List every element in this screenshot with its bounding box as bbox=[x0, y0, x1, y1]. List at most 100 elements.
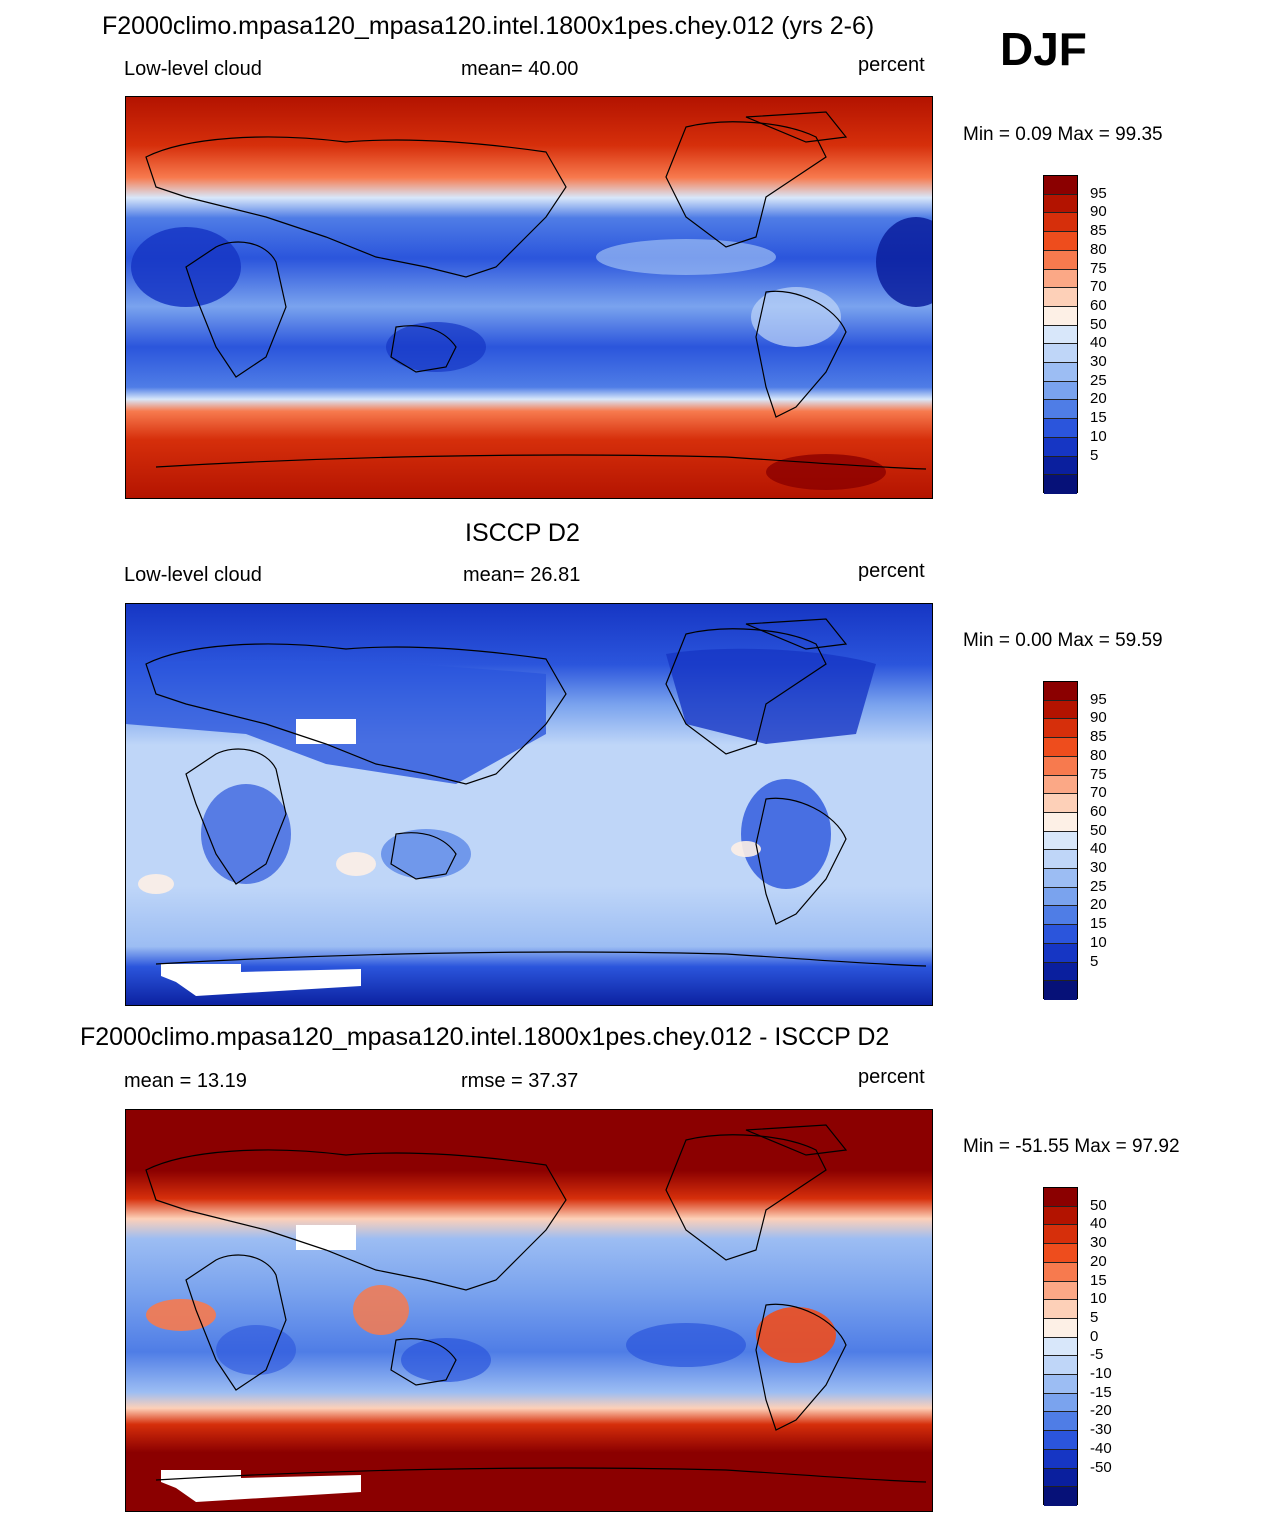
colorbar-label: 70 bbox=[1090, 784, 1107, 802]
colorbar-segment bbox=[1044, 700, 1077, 720]
colorbar-label: 60 bbox=[1090, 802, 1107, 820]
colorbar-segment bbox=[1044, 981, 1077, 1000]
colorbar-segment bbox=[1044, 1375, 1077, 1394]
colorbar-segment bbox=[1044, 306, 1077, 326]
colorbar-segment bbox=[1044, 925, 1077, 944]
colorbar-label: 90 bbox=[1090, 203, 1107, 221]
colorbar-label: 15 bbox=[1090, 915, 1107, 933]
colorbar-label: 20 bbox=[1090, 390, 1107, 408]
colorbar-segment bbox=[1044, 812, 1077, 832]
colorbar-segment bbox=[1044, 943, 1077, 963]
panel1-minmax: Min = 0.09 Max = 99.35 bbox=[963, 124, 1163, 145]
panel1-variable-label: Low-level cloud bbox=[124, 58, 262, 80]
colorbar-segment bbox=[1044, 1431, 1077, 1450]
colorbar-segment bbox=[1044, 738, 1077, 757]
panel3-title: F2000climo.mpasa120_mpasa120.intel.1800x… bbox=[80, 1023, 890, 1051]
panel2-variable-label: Low-level cloud bbox=[124, 564, 262, 586]
panel1-colorbar bbox=[1043, 175, 1078, 494]
colorbar-segment bbox=[1044, 719, 1077, 739]
colorbar-label: 40 bbox=[1090, 334, 1107, 352]
panel3-minmax: Min = -51.55 Max = 97.92 bbox=[963, 1136, 1180, 1157]
colorbar-label: 30 bbox=[1090, 859, 1107, 877]
colorbar-label: 85 bbox=[1090, 222, 1107, 240]
panel3-map bbox=[125, 1109, 933, 1512]
colorbar-segment bbox=[1044, 325, 1077, 345]
panel2-title: ISCCP D2 bbox=[465, 519, 580, 547]
colorbar-segment bbox=[1044, 756, 1077, 776]
colorbar-segment bbox=[1044, 1281, 1077, 1301]
panel2-mean-label: mean= 26.81 bbox=[463, 564, 581, 586]
colorbar-segment bbox=[1044, 1412, 1077, 1432]
colorbar-label: 10 bbox=[1090, 933, 1107, 951]
colorbar-label: 10 bbox=[1090, 427, 1107, 445]
panel2-minmax: Min = 0.00 Max = 59.59 bbox=[963, 630, 1163, 651]
colorbar-label: 5 bbox=[1090, 446, 1099, 464]
colorbar-segment bbox=[1044, 1244, 1077, 1263]
colorbar-label: 10 bbox=[1090, 1290, 1107, 1308]
season-label: DJF bbox=[1000, 23, 1087, 75]
colorbar-label: 95 bbox=[1090, 690, 1107, 708]
colorbar-label: 5 bbox=[1090, 1308, 1099, 1326]
colorbar-label: 15 bbox=[1090, 409, 1107, 427]
colorbar-segment bbox=[1044, 906, 1077, 926]
colorbar-label: 5 bbox=[1090, 952, 1099, 970]
colorbar-label: 75 bbox=[1090, 259, 1107, 277]
colorbar-label: 80 bbox=[1090, 746, 1107, 764]
colorbar-segment bbox=[1044, 887, 1077, 907]
colorbar-segment bbox=[1044, 1188, 1077, 1207]
colorbar-segment bbox=[1044, 869, 1077, 888]
colorbar-label: 80 bbox=[1090, 240, 1107, 258]
colorbar-label: 20 bbox=[1090, 1252, 1107, 1270]
colorbar-segment bbox=[1044, 176, 1077, 195]
panel1-map bbox=[125, 96, 933, 499]
panel3-rmse-label: rmse = 37.37 bbox=[461, 1070, 579, 1092]
panel3-map-field bbox=[126, 1110, 932, 1511]
colorbar-label: 90 bbox=[1090, 709, 1107, 727]
colorbar-segment bbox=[1044, 794, 1077, 813]
panel2-map-field bbox=[126, 604, 932, 1005]
colorbar-segment bbox=[1044, 1487, 1077, 1506]
panel1-title: F2000climo.mpasa120_mpasa120.intel.1800x… bbox=[102, 12, 875, 40]
colorbar-label: -50 bbox=[1090, 1458, 1112, 1476]
colorbar-segment bbox=[1044, 1468, 1077, 1488]
colorbar-segment bbox=[1044, 682, 1077, 701]
colorbar-label: 40 bbox=[1090, 840, 1107, 858]
colorbar-segment bbox=[1044, 1318, 1077, 1338]
colorbar-label: 85 bbox=[1090, 728, 1107, 746]
colorbar-label: -5 bbox=[1090, 1346, 1104, 1364]
colorbar-label: 30 bbox=[1090, 1234, 1107, 1252]
colorbar-segment bbox=[1044, 1206, 1077, 1226]
colorbar-segment bbox=[1044, 775, 1077, 795]
panel3-units-label: percent bbox=[858, 1066, 925, 1088]
colorbar-segment bbox=[1044, 381, 1077, 401]
panel2-units-label: percent bbox=[858, 560, 925, 582]
colorbar-segment bbox=[1044, 1393, 1077, 1413]
colorbar-segment bbox=[1044, 213, 1077, 233]
colorbar-segment bbox=[1044, 269, 1077, 289]
colorbar-label: 50 bbox=[1090, 315, 1107, 333]
panel2-map bbox=[125, 603, 933, 1006]
colorbar-segment bbox=[1044, 363, 1077, 382]
colorbar-label: 30 bbox=[1090, 353, 1107, 371]
colorbar-segment bbox=[1044, 1300, 1077, 1319]
colorbar-segment bbox=[1044, 419, 1077, 438]
colorbar-label: 60 bbox=[1090, 296, 1107, 314]
colorbar-segment bbox=[1044, 1225, 1077, 1245]
colorbar-label: 20 bbox=[1090, 896, 1107, 914]
panel1-map-field bbox=[126, 97, 932, 498]
colorbar-label: 95 bbox=[1090, 184, 1107, 202]
colorbar-segment bbox=[1044, 1449, 1077, 1469]
colorbar-label: -30 bbox=[1090, 1421, 1112, 1439]
colorbar-label: 25 bbox=[1090, 877, 1107, 895]
colorbar-label: 0 bbox=[1090, 1327, 1099, 1345]
colorbar-label: -20 bbox=[1090, 1402, 1112, 1420]
colorbar-label: 70 bbox=[1090, 278, 1107, 296]
colorbar-segment bbox=[1044, 831, 1077, 851]
colorbar-label: 40 bbox=[1090, 1215, 1107, 1233]
colorbar-label: -15 bbox=[1090, 1383, 1112, 1401]
colorbar-label: -40 bbox=[1090, 1439, 1112, 1457]
colorbar-segment bbox=[1044, 288, 1077, 307]
panel3-mean-label: mean = 13.19 bbox=[124, 1070, 247, 1092]
colorbar-label: 50 bbox=[1090, 1196, 1107, 1214]
colorbar-segment bbox=[1044, 344, 1077, 364]
